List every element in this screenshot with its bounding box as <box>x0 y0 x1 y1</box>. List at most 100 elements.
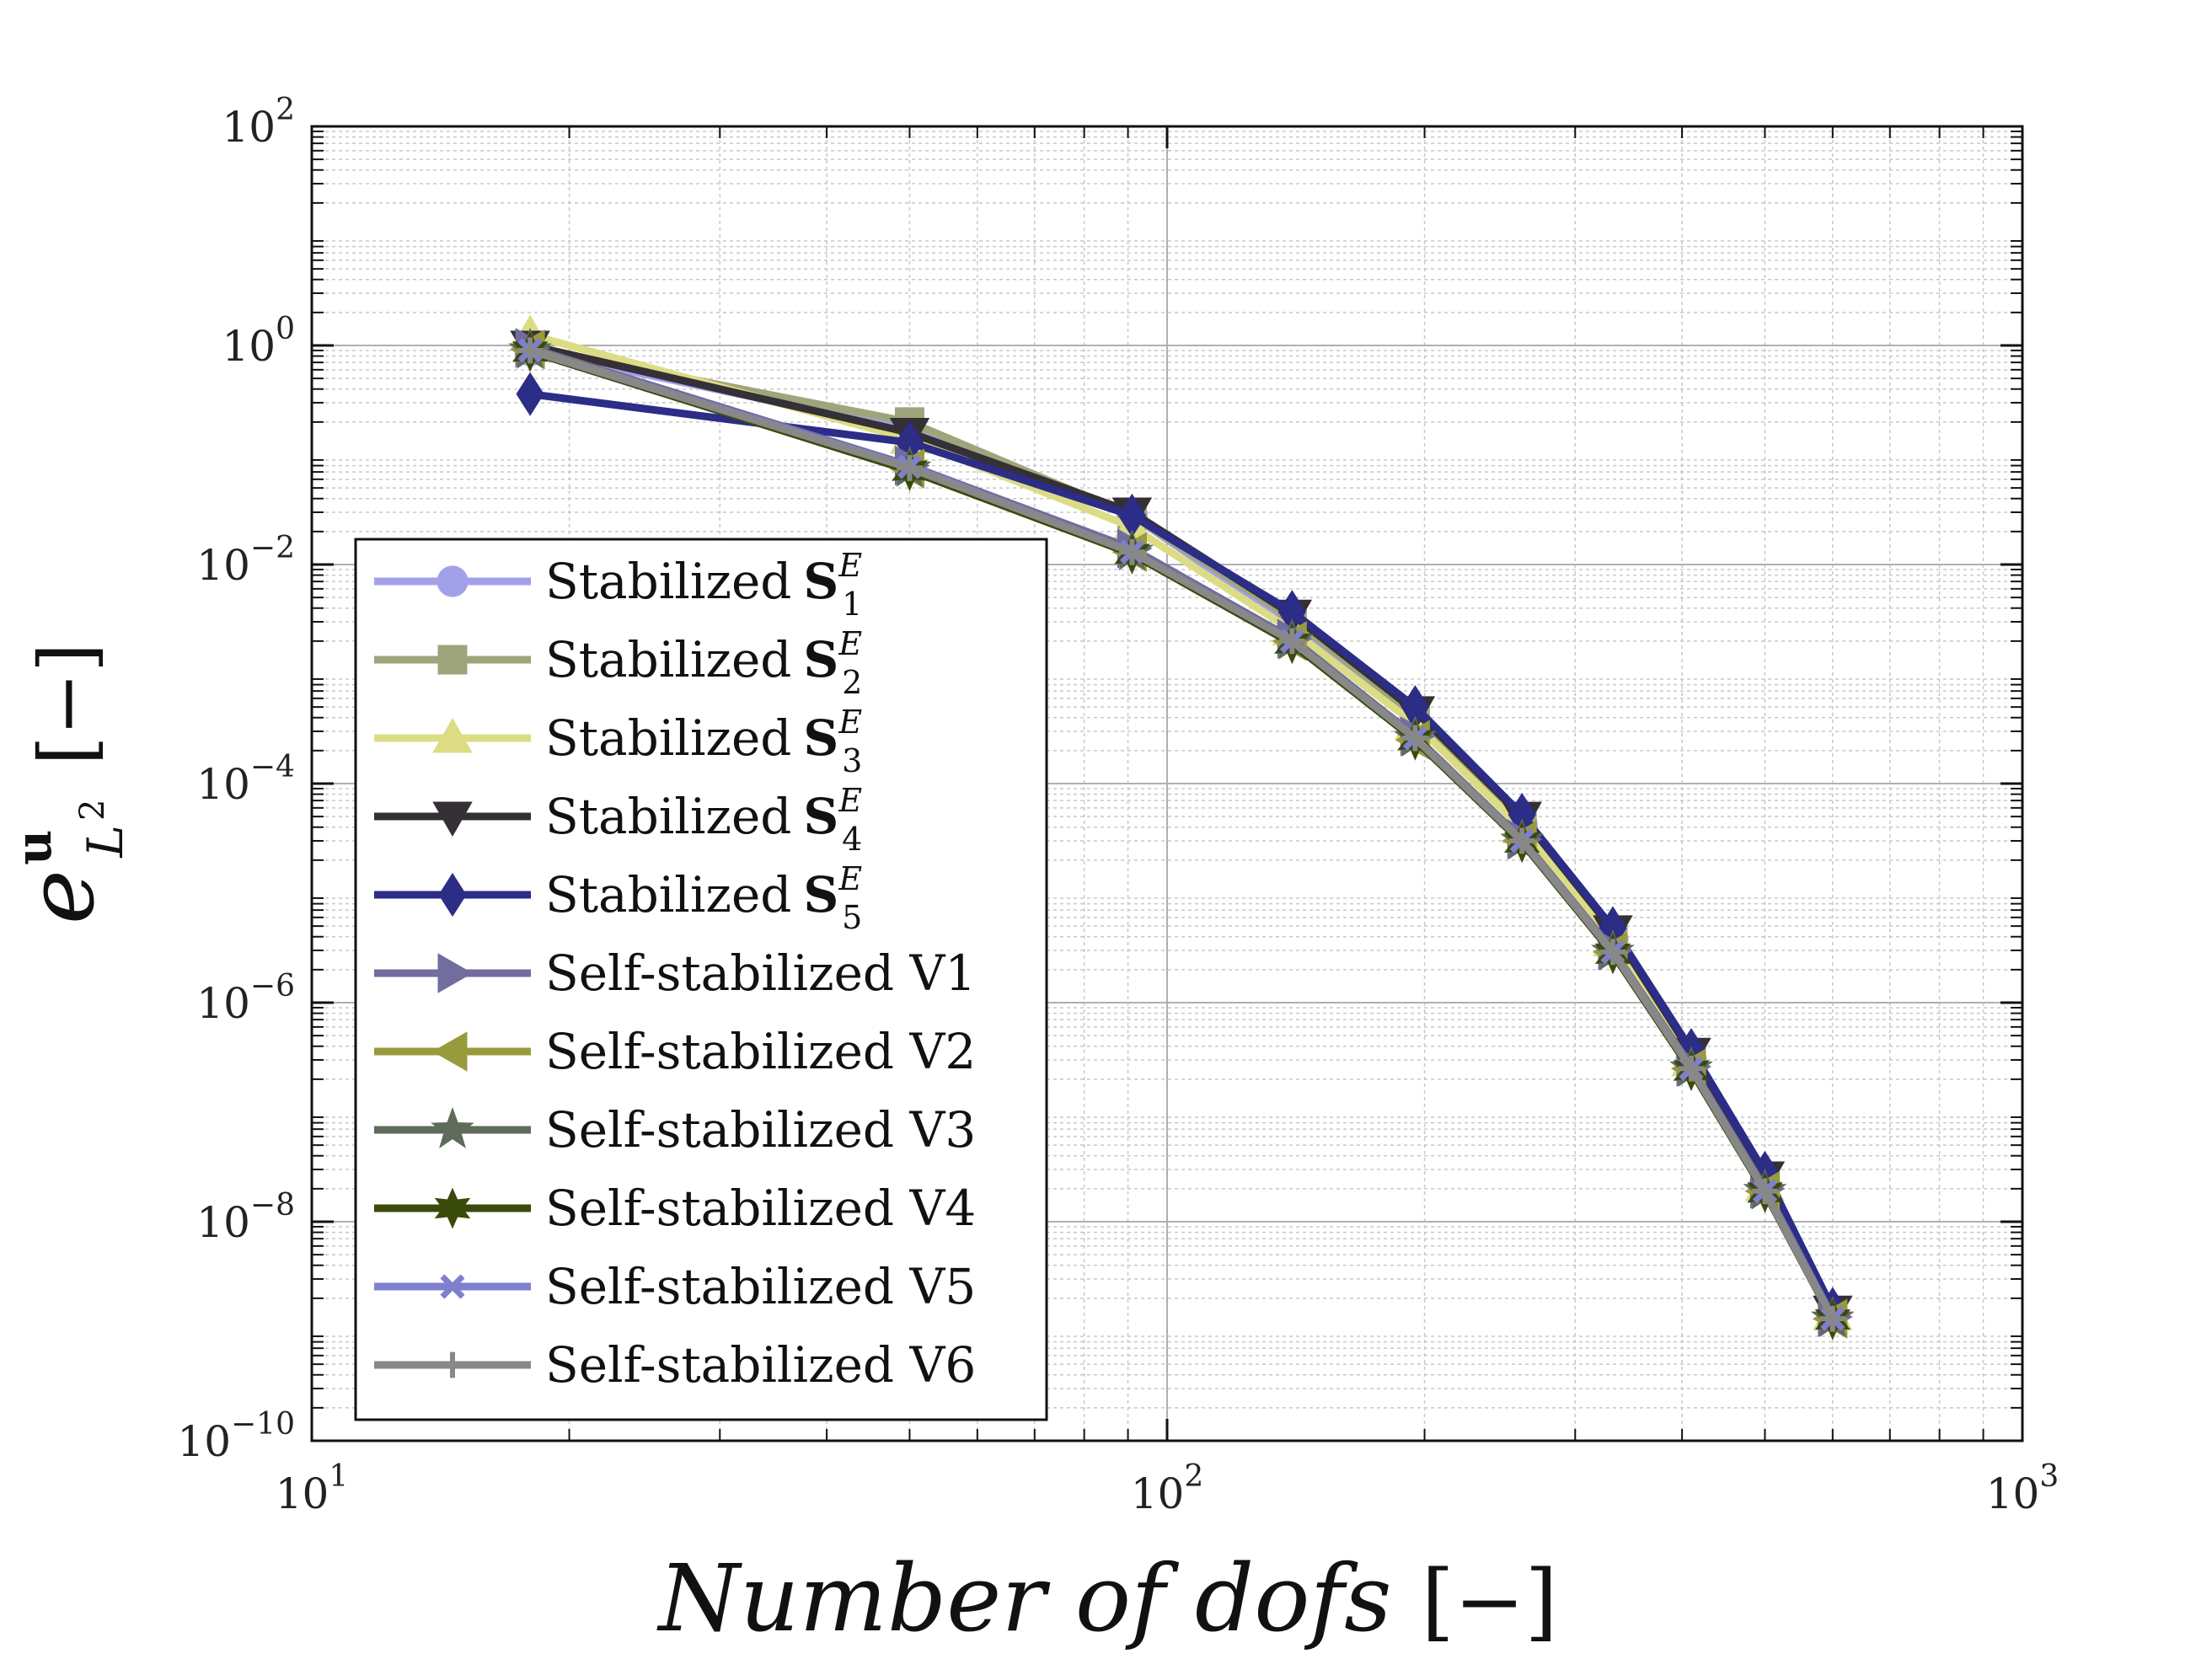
y-tick-base: 10 <box>196 760 250 809</box>
y-tick-exp: −10 <box>231 1407 295 1442</box>
legend-label-text: Self-stabilized V4 <box>545 1180 976 1237</box>
series-layer <box>508 314 1855 1341</box>
legend-label: Self-stabilized V3 <box>545 1101 976 1159</box>
legend-marker <box>439 1351 466 1378</box>
legend-label-bold: S <box>803 631 838 688</box>
y-axis-label-base: e <box>7 870 115 924</box>
data-point <box>1599 939 1626 966</box>
x-axis-label-main: Number of dofs <box>656 1544 1391 1652</box>
y-tick-exp: 2 <box>276 93 295 127</box>
legend-label-bold: S <box>803 788 838 845</box>
data-point <box>1119 538 1145 565</box>
legend-label: Stabilized SE 2 <box>545 625 862 701</box>
legend-label-text: Stabilized <box>545 631 791 688</box>
y-tick-label: 10−6 <box>196 969 295 1028</box>
legend-label: Self-stabilized V5 <box>545 1258 976 1315</box>
legend-marker <box>432 717 473 753</box>
y-axis-label-sub-sup: 2 <box>73 800 112 821</box>
legend-label: Stabilized SE 4 <box>545 782 862 858</box>
y-axis-label-sub: L <box>77 825 134 859</box>
data-point <box>1752 1178 1778 1205</box>
svg-text:e u L 2: e u L 2 [−] <box>5 643 134 924</box>
data-point <box>1819 1305 1846 1332</box>
legend-item: Stabilized SE 1 <box>374 547 862 623</box>
x-axis-label-unit: [−] <box>1422 1552 1558 1651</box>
y-tick-exp: −6 <box>250 969 295 1003</box>
legend-item: Self-stabilized V4 <box>374 1180 976 1237</box>
legend-marker <box>431 1106 474 1148</box>
y-tick-base: 10 <box>196 1198 250 1247</box>
legend-label-bold: S <box>803 866 838 923</box>
x-tick-exp: 1 <box>329 1459 348 1494</box>
legend-marker <box>440 1274 465 1299</box>
legend-marker <box>437 565 469 597</box>
data-point <box>517 337 544 364</box>
legend-label: Stabilized SE 1 <box>545 547 862 623</box>
legend-label: Stabilized SE 3 <box>545 704 862 779</box>
x-tick-base: 10 <box>1131 1469 1185 1518</box>
marker-stroke <box>440 1274 465 1299</box>
legend-marker <box>434 1187 471 1229</box>
legend-label-sub: 5 <box>842 899 862 936</box>
data-point <box>516 372 544 416</box>
legend-item: Self-stabilized V5 <box>374 1258 976 1315</box>
legend-label-text: Self-stabilized V1 <box>545 945 976 1002</box>
x-axis-title: Number of dofs [−] <box>656 1544 1557 1652</box>
y-tick-label: 10−10 <box>177 1407 295 1466</box>
legend-item: Stabilized SE 2 <box>374 625 862 701</box>
legend-label-sub: 2 <box>842 664 862 701</box>
legend-marker <box>437 953 474 993</box>
legend-item: Stabilized SE 3 <box>374 704 862 779</box>
legend-marker <box>432 801 473 838</box>
y-tick-label: 100 <box>222 312 295 371</box>
legend-label-sub: 3 <box>842 742 862 779</box>
legend-item: Self-stabilized V1 <box>374 945 976 1002</box>
y-tick-base: 10 <box>196 541 250 590</box>
series-line <box>529 390 1836 1311</box>
x-tick-base: 10 <box>276 1469 329 1518</box>
legend-label: Self-stabilized V6 <box>545 1336 976 1394</box>
data-point <box>1401 725 1428 752</box>
legend-item: Self-stabilized V2 <box>374 1023 976 1080</box>
y-tick-base: 10 <box>222 103 276 152</box>
data-point <box>1278 628 1305 655</box>
legend-label-sup: E <box>838 625 862 662</box>
tick-marks <box>310 125 2024 1442</box>
legend-marker <box>431 1031 468 1072</box>
data-point <box>1678 1055 1705 1082</box>
y-tick-base: 10 <box>177 1417 231 1466</box>
legend-item: Self-stabilized V3 <box>374 1101 976 1159</box>
y-tick-label: 10−4 <box>196 750 295 809</box>
legend-label-sup: E <box>838 782 862 819</box>
y-tick-exp: 0 <box>276 312 295 346</box>
x-tick-exp: 2 <box>1184 1459 1203 1494</box>
y-axis-label-sup: u <box>5 830 62 865</box>
legend-label-text: Self-stabilized V3 <box>545 1101 976 1159</box>
y-axis-title: e u L 2 [−] <box>5 643 134 924</box>
y-tick-exp: −8 <box>250 1188 295 1223</box>
legend-item: Stabilized SE 5 <box>374 860 862 936</box>
legend-label-text: Stabilized <box>545 709 791 767</box>
y-tick-exp: −2 <box>250 531 295 565</box>
x-tick-label: 103 <box>1986 1459 2059 1518</box>
x-tick-label: 102 <box>1131 1459 1204 1518</box>
legend-item: Stabilized SE 4 <box>374 782 862 858</box>
x-tick-base: 10 <box>1986 1469 2040 1518</box>
legend-label-text: Stabilized <box>545 866 791 923</box>
y-tick-exp: −4 <box>250 750 295 784</box>
legend-label: Self-stabilized V2 <box>545 1023 976 1080</box>
y-tick-label: 102 <box>222 93 295 152</box>
legend-label: Stabilized SE 5 <box>545 860 862 936</box>
x-tick-exp: 3 <box>2039 1459 2059 1494</box>
legend-label-text: Stabilized <box>545 553 791 610</box>
x-tick-label: 101 <box>276 1459 349 1518</box>
legend-label-sup: E <box>838 860 862 897</box>
y-tick-base: 10 <box>196 979 250 1028</box>
legend-label-sup: E <box>838 547 862 584</box>
legend-marker <box>437 645 468 675</box>
legend-label-sub: 4 <box>842 821 862 858</box>
